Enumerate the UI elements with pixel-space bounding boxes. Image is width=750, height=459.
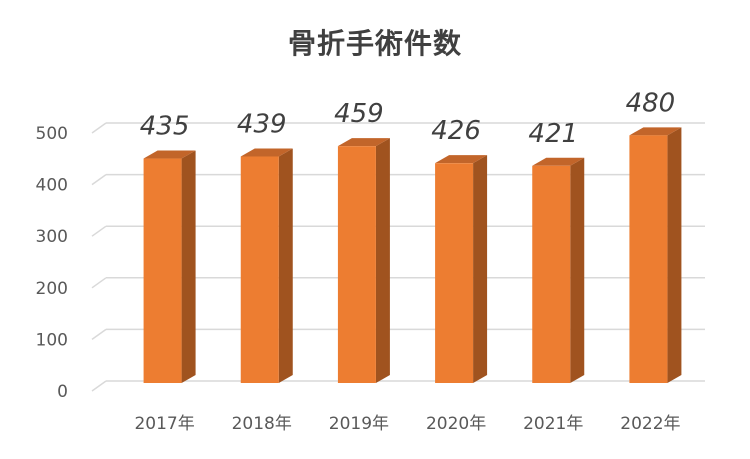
gridline-slant	[91, 225, 107, 237]
bar-top	[532, 157, 585, 166]
bar	[532, 165, 571, 383]
y-tick-label: 400	[36, 176, 68, 196]
bar-top	[337, 138, 390, 147]
bar	[240, 156, 279, 383]
data-label: 480	[626, 88, 676, 118]
bar-top	[143, 150, 196, 159]
bar	[337, 146, 376, 383]
gridline-slant	[91, 277, 107, 289]
x-tick-label: 2020年	[426, 414, 486, 434]
bar-top	[629, 127, 682, 136]
x-tick-label: 2018年	[232, 414, 292, 434]
gridline-slant	[91, 380, 107, 392]
data-label: 421	[528, 119, 578, 149]
data-label: 459	[334, 99, 384, 129]
bar	[435, 163, 474, 383]
y-tick-label: 500	[36, 124, 68, 144]
bar	[629, 135, 668, 383]
bar-side	[570, 157, 585, 383]
gridline-slant	[91, 173, 107, 186]
gridline-slant	[91, 122, 107, 134]
y-tick-label: 100	[36, 330, 68, 350]
bar-top	[240, 148, 293, 157]
data-label: 426	[431, 116, 481, 146]
data-label: 439	[237, 109, 287, 139]
chart-title: 骨折手術件数	[287, 27, 462, 60]
x-tick-label: 2022年	[620, 414, 680, 434]
x-tick-label: 2021年	[523, 414, 583, 434]
x-tick-label: 2019年	[329, 414, 389, 434]
gridline-slant	[91, 328, 107, 341]
bar-side	[473, 155, 488, 383]
bar-top	[435, 155, 488, 164]
y-tick-label: 300	[36, 227, 68, 247]
bar-side	[375, 138, 390, 383]
bar-side	[667, 127, 682, 383]
y-tick-label: 200	[36, 279, 68, 299]
bar-side	[181, 150, 196, 383]
bar	[143, 158, 182, 383]
data-label: 435	[140, 112, 190, 142]
y-tick-label: 0	[57, 382, 68, 402]
bar-side	[278, 148, 293, 383]
x-tick-label: 2017年	[134, 414, 194, 434]
